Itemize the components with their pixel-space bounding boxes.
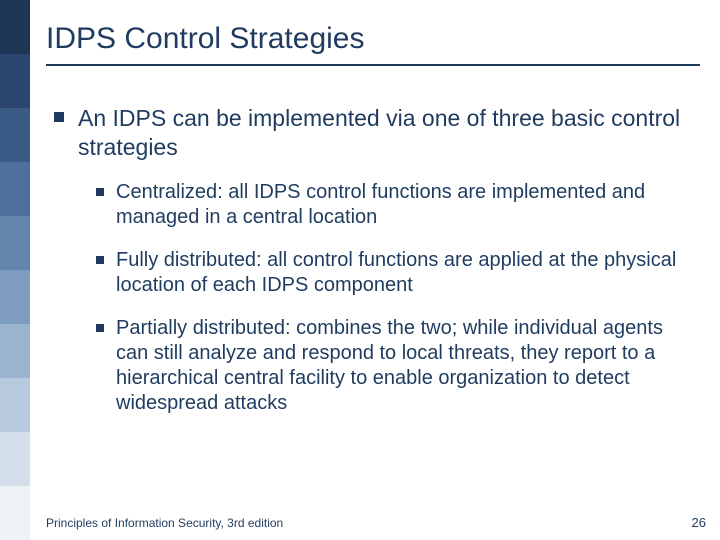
sidebar-stripe [0,378,30,432]
slide-footer: Principles of Information Security, 3rd … [46,515,706,530]
sidebar-stripe [0,324,30,378]
title-underline [46,64,700,66]
sidebar-stripe [0,270,30,324]
bullet-level2: Centralized: all IDPS control functions … [46,180,700,230]
sidebar-stripe [0,432,30,486]
slide-title: IDPS Control Strategies [46,0,700,64]
bullet-level2: Fully distributed: all control functions… [46,248,700,298]
square-bullet-icon [96,256,104,264]
sidebar-stripe [0,162,30,216]
bullet-text: An IDPS can be implemented via one of th… [78,104,700,162]
bullet-text: Centralized: all IDPS control functions … [116,180,700,230]
square-bullet-icon [96,324,104,332]
sidebar-gradient [0,0,30,540]
bullet-text: Fully distributed: all control functions… [116,248,700,298]
square-bullet-icon [54,112,64,122]
slide-content: IDPS Control Strategies An IDPS can be i… [46,0,700,540]
sidebar-stripe [0,108,30,162]
footer-text: Principles of Information Security, 3rd … [46,516,283,530]
page-number: 26 [692,515,706,530]
square-bullet-icon [96,188,104,196]
bullet-level2: Partially distributed: combines the two;… [46,316,700,416]
sidebar-stripe [0,0,30,54]
sidebar-stripe [0,216,30,270]
sidebar-stripe [0,54,30,108]
sidebar-stripe [0,486,30,540]
bullet-level1: An IDPS can be implemented via one of th… [46,104,700,162]
bullet-text: Partially distributed: combines the two;… [116,316,700,416]
